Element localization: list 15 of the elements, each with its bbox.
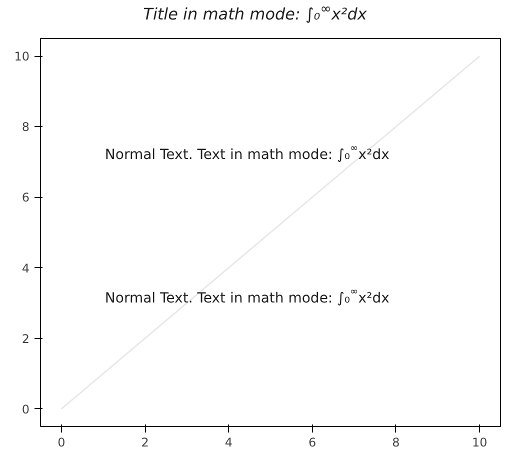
x-tick-label: 4 [224, 436, 233, 450]
y-tick-label: 4 [22, 261, 30, 276]
annotation: Normal Text. Text in math mode: ∫₀∞x²dx [104, 143, 390, 163]
x-tick-label: 0 [58, 436, 66, 450]
y-tick-label: 6 [22, 190, 30, 205]
x-tick-label: 2 [141, 436, 149, 450]
chart-title: Title in math mode: ∫₀$^{∞}$x²dx [142, 1, 368, 26]
x-tick-label: 8 [392, 436, 400, 450]
x-tick-label: 10 [472, 436, 488, 450]
y-tick-label: 0 [22, 402, 30, 416]
x-tick-label: 6 [308, 436, 316, 450]
y-tick-label: 10 [14, 50, 30, 64]
annotation: Normal Text. Text in math mode: ∫₀∞x²dx [104, 286, 390, 306]
y-tick-label: 8 [22, 120, 30, 134]
y-tick-label: 2 [22, 332, 30, 346]
